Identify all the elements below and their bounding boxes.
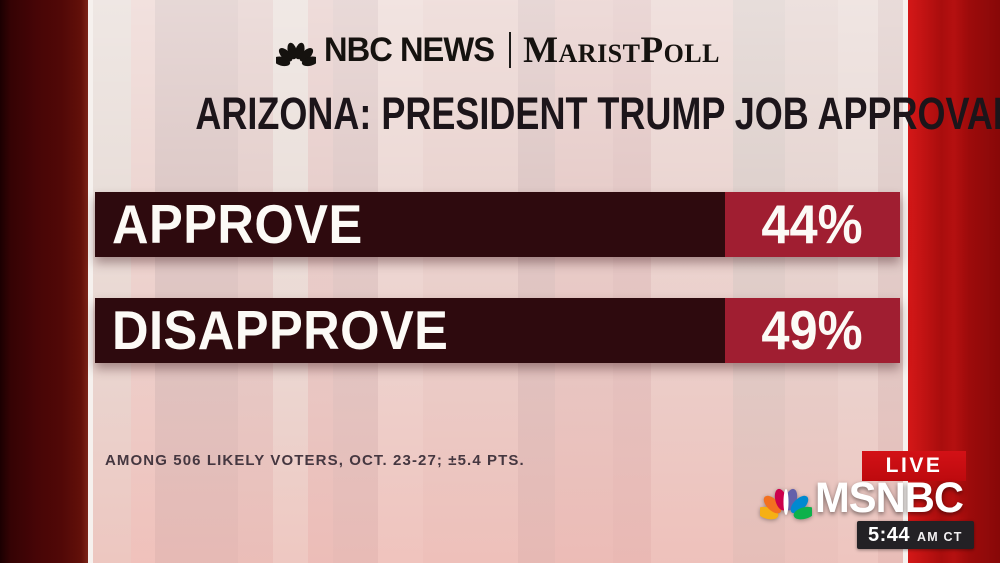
nbc-peacock-icon bbox=[275, 42, 316, 66]
msnbc-logo-text: MSNBC bbox=[815, 474, 964, 522]
time-value: 5:44 bbox=[868, 523, 911, 546]
disapprove-bar: DISAPPROVE 49% bbox=[95, 298, 900, 363]
msnbc-logo: MSNBC bbox=[760, 477, 968, 520]
marist-poll-logo-text: MaristPoll bbox=[523, 29, 720, 71]
disapprove-bar-label: DISAPPROVE bbox=[95, 298, 725, 363]
poll-graphic-panel: NBC NEWS MaristPoll ARIZONA: PRESIDENT T… bbox=[93, 0, 1000, 563]
approve-bar: APPROVE 44% bbox=[95, 192, 900, 257]
poll-title: ARIZONA: PRESIDENT TRUMP JOB APPROVAL bbox=[195, 88, 1000, 139]
msnbc-peacock-icon bbox=[760, 488, 812, 519]
disapprove-bar-value: 49% bbox=[725, 298, 900, 363]
live-label: LIVE bbox=[885, 454, 943, 477]
methodology-note: AMONG 506 LIKELY VOTERS, OCT. 23-27; ±5.… bbox=[105, 452, 525, 469]
brand-header: NBC NEWS MaristPoll bbox=[93, 28, 903, 72]
nbc-news-logo-text: NBC NEWS bbox=[323, 30, 495, 69]
brand-divider bbox=[509, 32, 512, 68]
approve-bar-label: APPROVE bbox=[95, 192, 725, 257]
time-badge: 5:44 AM CT bbox=[857, 521, 974, 549]
time-zone-label: AM CT bbox=[917, 529, 963, 544]
left-border-panel bbox=[0, 0, 93, 563]
approve-bar-value: 44% bbox=[725, 192, 900, 257]
live-badge: LIVE bbox=[862, 451, 966, 481]
